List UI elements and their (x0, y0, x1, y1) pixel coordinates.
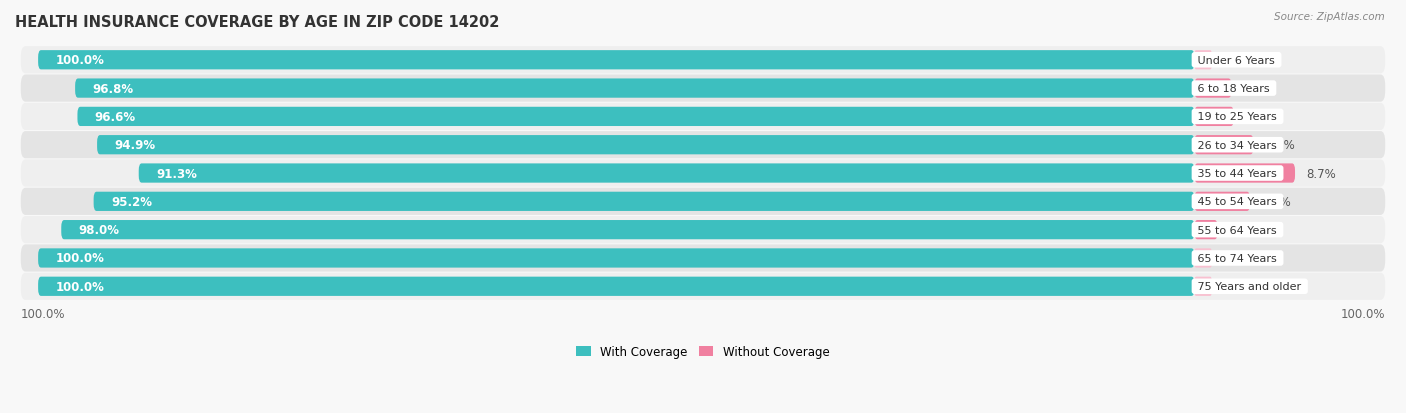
Text: 19 to 25 Years: 19 to 25 Years (1195, 112, 1281, 122)
FancyBboxPatch shape (21, 216, 1385, 244)
Text: 4.8%: 4.8% (1261, 195, 1291, 208)
FancyBboxPatch shape (1195, 79, 1232, 98)
Text: 100.0%: 100.0% (55, 280, 104, 293)
FancyBboxPatch shape (1195, 277, 1212, 296)
Text: HEALTH INSURANCE COVERAGE BY AGE IN ZIP CODE 14202: HEALTH INSURANCE COVERAGE BY AGE IN ZIP … (15, 15, 499, 30)
Text: 55 to 64 Years: 55 to 64 Years (1195, 225, 1281, 235)
FancyBboxPatch shape (21, 188, 1385, 216)
FancyBboxPatch shape (1195, 221, 1218, 240)
FancyBboxPatch shape (94, 192, 1195, 211)
FancyBboxPatch shape (1195, 192, 1250, 211)
Text: 26 to 34 Years: 26 to 34 Years (1195, 140, 1281, 150)
Legend: With Coverage, Without Coverage: With Coverage, Without Coverage (572, 341, 834, 363)
FancyBboxPatch shape (21, 273, 1385, 300)
Text: 35 to 44 Years: 35 to 44 Years (1195, 169, 1281, 178)
FancyBboxPatch shape (139, 164, 1195, 183)
Text: 98.0%: 98.0% (79, 223, 120, 237)
Text: 3.4%: 3.4% (1246, 111, 1275, 123)
FancyBboxPatch shape (21, 132, 1385, 159)
FancyBboxPatch shape (21, 245, 1385, 272)
Text: Source: ZipAtlas.com: Source: ZipAtlas.com (1274, 12, 1385, 22)
FancyBboxPatch shape (38, 51, 1195, 70)
Text: 0.0%: 0.0% (1206, 280, 1236, 293)
FancyBboxPatch shape (21, 160, 1385, 187)
FancyBboxPatch shape (21, 104, 1385, 131)
Text: 5.1%: 5.1% (1265, 139, 1295, 152)
FancyBboxPatch shape (38, 277, 1195, 296)
Text: 8.7%: 8.7% (1306, 167, 1336, 180)
Text: 91.3%: 91.3% (156, 167, 197, 180)
FancyBboxPatch shape (1195, 51, 1212, 70)
FancyBboxPatch shape (1195, 136, 1253, 155)
Text: 100.0%: 100.0% (21, 307, 65, 320)
FancyBboxPatch shape (1195, 107, 1233, 127)
FancyBboxPatch shape (21, 47, 1385, 74)
Text: 45 to 54 Years: 45 to 54 Years (1195, 197, 1281, 207)
Text: 95.2%: 95.2% (111, 195, 152, 208)
FancyBboxPatch shape (62, 221, 1195, 240)
Text: 100.0%: 100.0% (55, 252, 104, 265)
Text: 94.9%: 94.9% (114, 139, 156, 152)
Text: 96.8%: 96.8% (93, 82, 134, 95)
Text: Under 6 Years: Under 6 Years (1195, 56, 1278, 66)
Text: 100.0%: 100.0% (55, 54, 104, 67)
FancyBboxPatch shape (75, 79, 1195, 98)
Text: 75 Years and older: 75 Years and older (1195, 282, 1305, 292)
Text: 100.0%: 100.0% (1341, 307, 1385, 320)
Text: 3.2%: 3.2% (1243, 82, 1272, 95)
FancyBboxPatch shape (38, 249, 1195, 268)
FancyBboxPatch shape (1195, 249, 1212, 268)
FancyBboxPatch shape (97, 136, 1195, 155)
Text: 6 to 18 Years: 6 to 18 Years (1195, 84, 1274, 94)
Text: 65 to 74 Years: 65 to 74 Years (1195, 253, 1281, 263)
Text: 0.0%: 0.0% (1206, 54, 1236, 67)
Text: 0.0%: 0.0% (1206, 252, 1236, 265)
Text: 2.0%: 2.0% (1229, 223, 1258, 237)
Text: 96.6%: 96.6% (94, 111, 136, 123)
FancyBboxPatch shape (77, 107, 1195, 127)
FancyBboxPatch shape (1195, 164, 1295, 183)
FancyBboxPatch shape (21, 75, 1385, 102)
